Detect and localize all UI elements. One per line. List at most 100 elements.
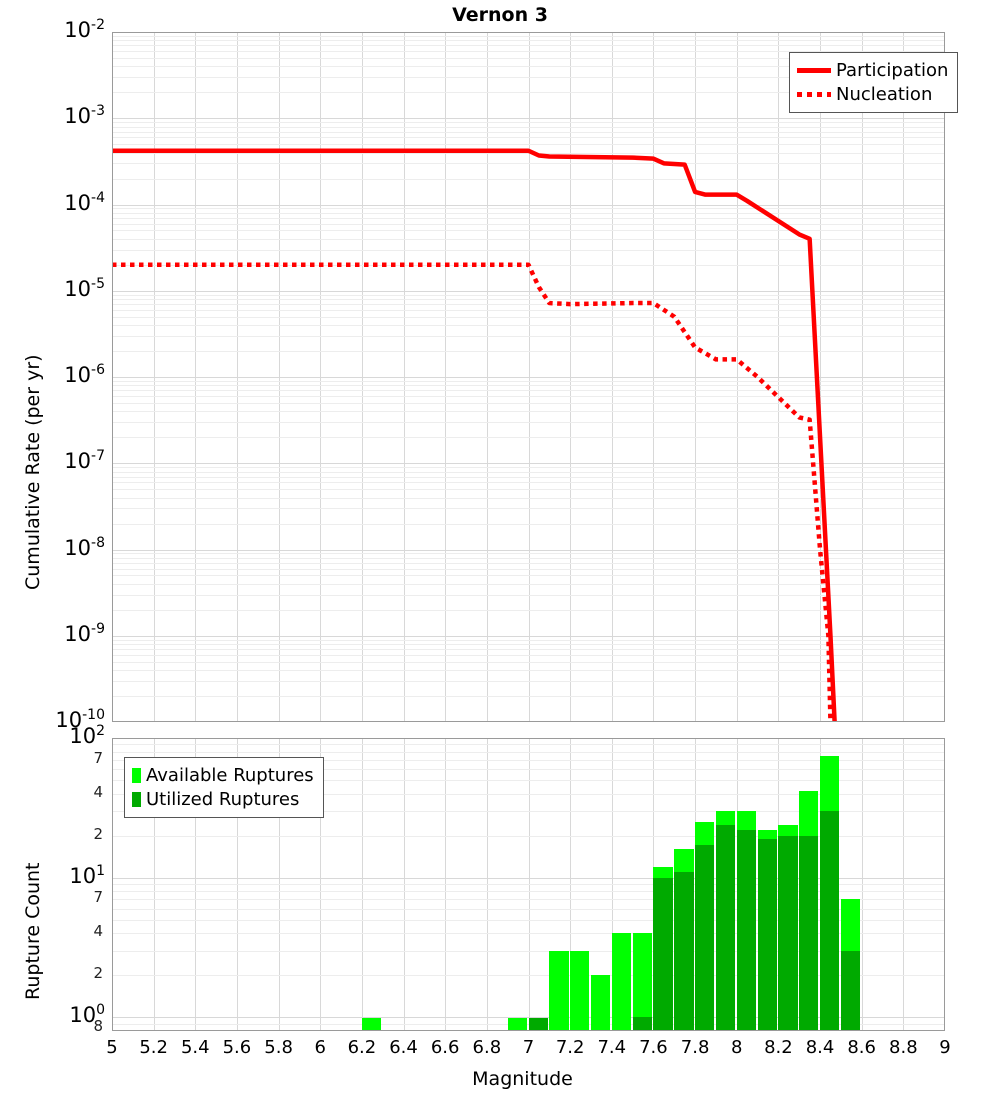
x-tick-label: 7.2 (555, 1037, 585, 1058)
top-gridline-h-minor (112, 563, 945, 564)
x-tick-label: 8.8 (889, 1037, 918, 1058)
top-gridline-h-minor (112, 40, 945, 41)
top-gridline-h-minor (112, 411, 945, 412)
histogram-bar (840, 899, 861, 1031)
top-y-tick-label: 10-6 (64, 362, 105, 387)
top-gridline-h-minor (112, 524, 945, 525)
bottom-y-minor-tick-label: 2 (93, 824, 103, 843)
solid-line-icon (797, 67, 831, 73)
top-panel-legend: Participation Nucleation (789, 52, 959, 113)
histogram-bar (507, 1017, 527, 1031)
x-tick-label: 6.2 (347, 1037, 377, 1058)
utilized-swatch-icon (132, 791, 141, 807)
bottom-panel-legend: Available Ruptures Utilized Ruptures (124, 757, 324, 818)
bottom-gridline-h-minor (112, 884, 945, 885)
top-gridline-h-minor (112, 224, 945, 225)
top-gridline-h (112, 463, 945, 464)
histogram-bar-utilized (674, 871, 694, 1031)
top-gridline-h-minor (112, 336, 945, 337)
top-gridline-h-minor (112, 696, 945, 697)
histogram-bar (674, 849, 694, 1031)
x-tick-label: 9 (939, 1037, 951, 1058)
bottom-gridline-h-minor (112, 760, 945, 761)
bottom-gridline-h-minor (112, 920, 945, 921)
x-tick-label: 7 (522, 1037, 535, 1058)
top-y-tick-label: 10-4 (64, 189, 105, 215)
bottom-y-minor-tick-label: 8 (93, 1017, 103, 1035)
top-y-tick-label: 10-8 (64, 534, 105, 560)
histogram-bar (653, 866, 673, 1031)
top-gridline-h-minor (112, 644, 945, 645)
bottom-gridline-h (112, 878, 945, 879)
x-tick-label: 5 (106, 1037, 118, 1058)
top-gridline-h-minor (112, 467, 945, 468)
histogram-bar-utilized (799, 835, 819, 1031)
x-tick-label: 5.8 (264, 1037, 293, 1058)
top-gridline-h-minor (112, 299, 945, 300)
x-tick-label: 8.6 (847, 1037, 876, 1058)
x-tick-label: 7.6 (639, 1037, 668, 1058)
x-tick-label: 6.4 (389, 1037, 418, 1058)
bottom-gridline-h-minor (112, 909, 945, 910)
histogram-bar (757, 829, 777, 1031)
top-gridline-h-minor (112, 144, 945, 145)
histogram-bar-utilized (820, 811, 840, 1031)
bottom-y-minor-tick-label: 4 (93, 922, 103, 941)
top-gridline-h-minor (112, 508, 945, 509)
bottom-gridline-h-minor (112, 780, 945, 781)
top-gridline-h (112, 205, 945, 206)
histogram-bar-utilized (757, 838, 777, 1031)
top-gridline-h-minor (112, 58, 945, 59)
x-tick-label: 8.4 (805, 1037, 835, 1058)
legend-label-participation: Participation (836, 59, 949, 81)
top-gridline-h-minor (112, 610, 945, 611)
histogram-bar (778, 824, 798, 1031)
histogram-bar-utilized (632, 1017, 652, 1031)
x-tick-label: 6 (314, 1037, 326, 1058)
top-gridline-h-minor (112, 558, 945, 559)
legend-label-nucleation: Nucleation (836, 83, 933, 105)
top-gridline-h-minor (112, 127, 945, 128)
top-y-tick-label: 10-10 (55, 707, 105, 732)
x-tick-label: 7.8 (680, 1037, 710, 1058)
bottom-y-minor-tick-label: 4 (93, 782, 103, 801)
top-gridline-h (112, 550, 945, 551)
top-gridline-h-minor (112, 575, 945, 576)
top-gridline-h-minor (112, 422, 945, 423)
histogram-bar (632, 933, 652, 1031)
dotted-line-icon (797, 91, 831, 97)
top-gridline-h-minor (112, 317, 945, 318)
top-gridline-h-minor (112, 304, 945, 305)
histogram-bar (361, 1017, 382, 1031)
histogram-bar (611, 933, 632, 1031)
top-gridline-h-minor (112, 437, 945, 438)
top-gridline-h-minor (112, 482, 945, 483)
histogram-bar (695, 822, 715, 1031)
top-gridline-h-minor (112, 92, 945, 93)
x-tick-label: 6.6 (430, 1037, 460, 1058)
bottom-y-minor-tick-label: 7 (93, 888, 103, 907)
top-gridline-h-minor (112, 295, 945, 296)
top-gridline-h-minor (112, 77, 945, 78)
top-gridline-h-minor (112, 649, 945, 650)
histogram-bar (820, 755, 840, 1031)
top-gridline-h (112, 291, 945, 292)
histogram-bar (591, 975, 611, 1031)
top-gridline-h-minor (112, 655, 945, 656)
top-y-tick-label: 10-2 (64, 17, 105, 42)
top-gridline-h-minor (112, 45, 945, 46)
top-gridline-h-minor (112, 584, 945, 585)
bottom-gridline-h-minor (112, 899, 945, 900)
top-gridline-h-minor (112, 569, 945, 570)
curve-nucleation (112, 262, 833, 722)
histogram-bar (549, 950, 569, 1031)
bottom-y-tick-label: 100 (69, 1002, 105, 1028)
bottom-gridline-h-minor (112, 744, 945, 745)
top-gridline-h-minor (112, 498, 945, 499)
bottom-y-minor-tick-label: 7 (93, 748, 103, 767)
top-gridline-h-minor (112, 640, 945, 641)
top-gridline-h-minor (112, 122, 945, 123)
top-gridline-h-minor (112, 310, 945, 311)
top-y-tick-label: 10-7 (64, 448, 105, 474)
